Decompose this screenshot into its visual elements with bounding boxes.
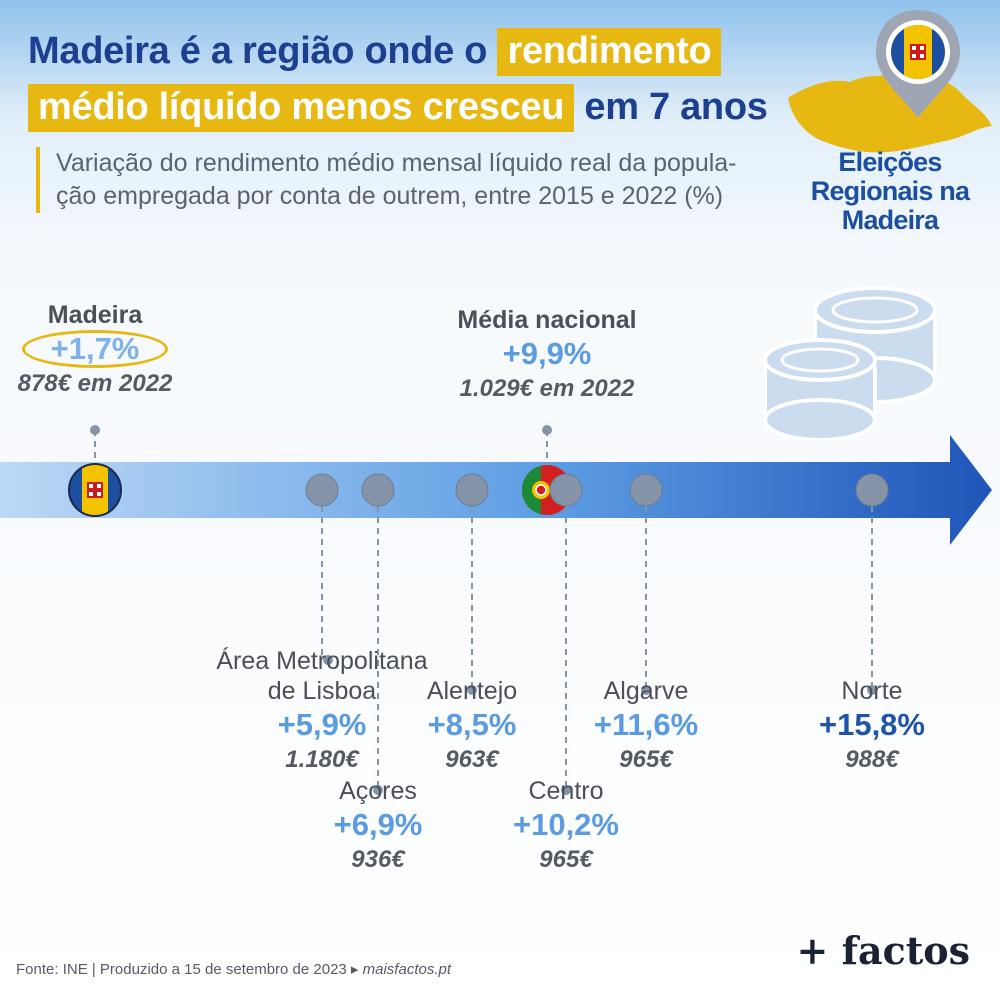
portugal-flag-icon — [522, 465, 572, 515]
income-label: 988€ — [845, 746, 899, 773]
location-pin-icon — [876, 10, 960, 118]
region-name: Alentejo — [426, 677, 518, 705]
factos-logo: + factos — [796, 928, 970, 973]
change-label: +11,6% — [593, 707, 699, 742]
region-label-area-metropolitana-de-lisboa: Área Metropolitana de Lisboa +5,9% 1.180€ — [172, 646, 472, 776]
madeira-flag-icon — [69, 464, 121, 516]
marker-dot-alentejo — [455, 473, 489, 507]
marker-dot-acores — [361, 473, 395, 507]
title-part-2: em 7 anos — [584, 86, 768, 128]
region-name: Média nacional — [457, 306, 637, 334]
income-label: 936€ — [351, 846, 405, 873]
marker-dot-area-metropolitana-de-lisboa — [305, 473, 339, 507]
footer-source: Fonte: INE | Produzido a 15 de setembro … — [16, 960, 451, 978]
title-highlight-1: rendimento — [497, 28, 722, 76]
subtitle: Variação do rendimento médio mensal líqu… — [36, 147, 796, 213]
change-label: +10,2% — [512, 807, 619, 842]
change-label: +6,9% — [333, 807, 423, 842]
income-label: 1.180€ — [285, 746, 359, 773]
region-name: Algarve — [603, 677, 689, 705]
title-part-1: Madeira é a região onde o — [28, 30, 488, 72]
elections-badge-label: Eleições Regionais na Madeira — [805, 148, 975, 235]
connector-dot-area-metropolitana-de-lisboa — [323, 655, 333, 665]
connector-dot-norte — [867, 685, 877, 695]
timeline-arrow — [0, 435, 992, 545]
region-name: Centro — [528, 777, 604, 805]
connector-dot-centro — [561, 785, 571, 795]
change-label: +8,5% — [427, 707, 517, 742]
badge-line-2: Regionais na — [810, 176, 970, 206]
badge-line-3: Madeira — [841, 205, 939, 235]
site-link[interactable]: maisfactos.pt — [362, 961, 452, 978]
change-label: +1,7% — [21, 330, 169, 368]
change-label: +15,8% — [818, 707, 925, 742]
change-label: +9,9% — [502, 336, 592, 371]
marker-dot-algarve — [629, 473, 663, 507]
income-label: 965€ — [619, 746, 673, 773]
connector-dot-alentejo — [467, 685, 477, 695]
income-label: 1.029€ em 2022 — [459, 375, 635, 402]
change-label: +5,9% — [277, 707, 367, 742]
region-name: Madeira — [47, 301, 143, 329]
title-highlight-2: médio líquido menos cresceu — [28, 84, 575, 132]
region-label-alentejo: Alentejo +8,5% 963€ — [322, 676, 622, 776]
madeira-flag-icon — [891, 25, 945, 79]
marker-dot-norte — [855, 473, 889, 507]
region-name: Norte — [841, 677, 903, 705]
madeira-marker-ring — [68, 463, 122, 517]
source-text: Fonte: INE | Produzido a 15 de setembro … — [16, 961, 363, 978]
income-label: 963€ — [445, 746, 499, 773]
madeira-island-map — [788, 75, 992, 153]
income-label: 965€ — [539, 846, 593, 873]
madeira-badge-graphic — [788, 10, 992, 153]
connector-dot-media-nacional — [542, 425, 552, 435]
title-line-2: médio líquido menos cresceu em 7 anos — [28, 84, 768, 132]
subtitle-line-2: ção empregada por conta de outrem, entre… — [56, 182, 724, 210]
region-label-acores: Açores +6,9% 936€ — [228, 776, 528, 876]
region-label-media-nacional: Média nacional +9,9% 1.029€ em 2022 — [397, 305, 697, 405]
income-label: 878€ em 2022 — [17, 370, 173, 397]
region-label-norte: Norte +15,8% 988€ — [722, 676, 1000, 776]
coins-icon — [763, 286, 937, 440]
connector-dot-algarve — [641, 685, 651, 695]
region-label-algarve: Algarve +11,6% 965€ — [496, 676, 796, 776]
title-line-1: Madeira é a região onde o rendimento — [28, 28, 722, 76]
region-name: Açores — [339, 777, 417, 805]
subtitle-line-1: Variação do rendimento médio mensal líqu… — [56, 149, 737, 177]
badge-line-1: Eleições — [838, 147, 942, 177]
marker-dot-centro — [549, 473, 583, 507]
connector-dot-acores — [373, 785, 383, 795]
region-name-line-2: de Lisboa — [267, 677, 377, 705]
region-label-centro: Centro +10,2% 965€ — [416, 776, 716, 876]
connector-dot-madeira — [90, 425, 100, 435]
region-label-madeira: Madeira +1,7% 878€ em 2022 — [0, 300, 245, 400]
region-name-line-1: Área Metropolitana — [216, 647, 428, 675]
